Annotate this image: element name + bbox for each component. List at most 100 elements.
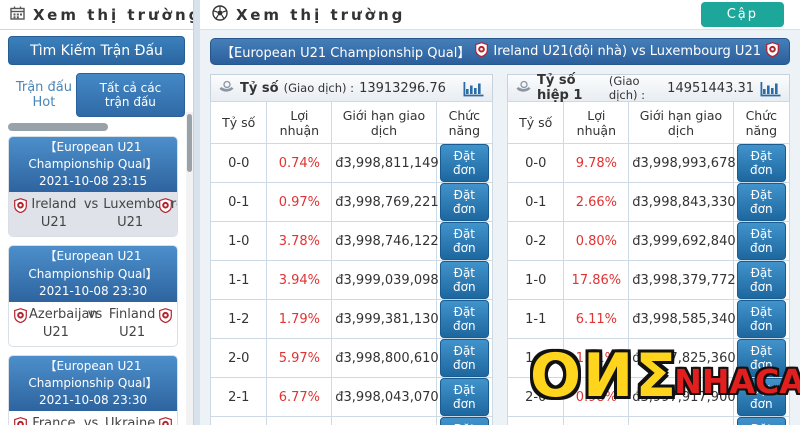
fulltime-odds-table: Tỷ số Lợi nhuận Giới hạn giao dịch Chức … <box>210 101 494 425</box>
match-card-teams: Ireland U21 vs Luxembourg U21 <box>9 192 179 237</box>
table-row: 1-2 1.21% đ3,997,825,360 Đặt đơn <box>507 338 791 378</box>
score-cell: 1-2 <box>507 338 565 378</box>
limit-cell: đ3,998,811,149 <box>331 143 439 183</box>
profit-cell: 3.94% <box>266 260 333 300</box>
table-row: 2-0 5.97% đ3,998,800,610 Đặt đơn <box>210 338 494 378</box>
limit-cell: đ3,997,825,360 <box>628 338 736 378</box>
table-row: 0-1 0.97% đ3,998,769,221 Đặt đơn <box>210 182 494 222</box>
place-order-button[interactable]: Đặt đơn <box>439 339 490 377</box>
action-cell: Đặt đơn <box>732 338 791 378</box>
place-order-button[interactable]: Đặt đơn <box>439 378 490 416</box>
table-row: 1-0 17.86% đ3,998,379,772 Đặt đơn <box>507 260 791 300</box>
limit-cell: đ3,998,388,340 <box>628 416 734 425</box>
match-list-item-france-ukraine[interactable]: 【European U21 Championship Qual】 2021-10… <box>8 354 179 425</box>
table-header-row: Tỷ số Lợi nhuận Giới hạn giao dịch Chức … <box>507 101 791 144</box>
place-order-button[interactable]: Đặt đơn <box>439 417 490 425</box>
vs-label: vs <box>83 197 99 213</box>
table-row: 0-0 0.74% đ3,998,811,149 Đặt đơn <box>210 143 494 183</box>
place-order-button[interactable]: Đặt đơn <box>439 183 490 221</box>
place-order-button[interactable]: Đặt đơn <box>439 222 490 260</box>
trade-volume: 13913296.76 <box>359 80 446 96</box>
profit-cell: 6.11% <box>563 299 630 339</box>
match-time: 2021-10-08 23:30 <box>38 283 148 298</box>
soccer-ball-icon <box>212 4 228 25</box>
bar-chart-icon[interactable] <box>759 80 782 97</box>
table-row: 1-0 3.78% đ3,998,746,122 Đặt đơn <box>210 221 494 261</box>
main-title: Xem thị trường <box>236 5 406 24</box>
col-header-profit: Lợi nhuận <box>266 101 333 144</box>
vertical-scrollbar[interactable] <box>186 112 194 425</box>
col-header-score: Tỷ số <box>507 101 565 144</box>
action-cell: Đặt đơn <box>732 182 791 222</box>
score-cell: 1-1 <box>507 299 565 339</box>
table-row: 2-0 0.98% đ3,997,917,900 Đặt đơn <box>507 377 791 417</box>
match-card-header: 【European U21 Championship Qual】 2021-10… <box>9 355 178 412</box>
place-order-button[interactable]: Đặt đơn <box>736 144 787 182</box>
shield-icon <box>159 307 172 329</box>
place-order-button[interactable]: Đặt đơn <box>439 261 490 299</box>
score-cell: 1-0 <box>210 221 268 261</box>
table-row: 1-1 6.11% đ3,998,585,340 Đặt đơn <box>507 299 791 339</box>
table-row: 2-1 6.77% đ3,998,043,070 Đặt đơn <box>210 377 494 417</box>
search-match-button[interactable]: Tìm Kiếm Trận Đấu <box>8 36 186 65</box>
score-cell: 1-2 <box>210 299 268 339</box>
update-button[interactable]: Cập <box>700 2 784 27</box>
bar-chart-icon[interactable] <box>462 80 485 97</box>
league-name: 【European U21 Championship Qual】 <box>28 358 158 390</box>
away-team: Finland U21 <box>108 306 156 340</box>
place-order-button[interactable]: Đặt đơn <box>736 222 787 260</box>
place-order-button[interactable]: Đặt đơn <box>439 144 490 182</box>
shield-icon <box>766 42 779 61</box>
profit-cell: 9.78% <box>563 143 630 183</box>
trade-volume: 14951443.31 <box>667 80 755 96</box>
col-header-score: Tỷ số <box>210 101 268 144</box>
match-list-item-ireland-luxembourg[interactable]: 【European U21 Championship Qual】 2021-10… <box>8 136 179 238</box>
table-row: 0-2 0.80% đ3,999,692,840 Đặt đơn <box>507 221 791 261</box>
table-row: 1-1 3.94% đ3,999,039,098 Đặt đơn <box>210 260 494 300</box>
shield-icon <box>14 198 27 219</box>
place-order-button[interactable]: Đặt đơn <box>736 183 787 221</box>
action-cell: Đặt đơn <box>435 260 494 300</box>
place-order-button[interactable]: Đặt đơn <box>736 417 787 425</box>
panel-name: Tỷ số hiệp 1 <box>537 73 583 103</box>
action-cell: Đặt đơn <box>732 416 791 425</box>
horizontal-scrollbar[interactable] <box>8 123 185 131</box>
home-team: Ireland U21 <box>31 197 77 231</box>
profit-cell: 1.21% <box>563 338 630 378</box>
hand-coins-icon <box>218 79 235 98</box>
score-cell: 0-0 <box>210 143 268 183</box>
place-order-button[interactable]: Đặt đơn <box>736 339 787 377</box>
match-list-item-azerbaijan-finland[interactable]: 【European U21 Championship Qual】 2021-10… <box>8 245 179 347</box>
profit-cell: 6.77% <box>266 377 333 417</box>
place-order-button[interactable]: Đặt đơn <box>439 300 490 338</box>
shield-icon <box>159 198 172 219</box>
score-cell: 2-0 <box>507 377 565 417</box>
match-tabs: Trận đấu Hot Tất cả các trận đấu <box>8 73 186 117</box>
limit-cell: đ3,997,917,900 <box>628 377 736 417</box>
score-cell: 0-1 <box>507 182 565 222</box>
away-team: Luxembourg U21 <box>103 197 179 231</box>
action-cell: Đặt đơn <box>435 299 494 339</box>
score-cell: 0-1 <box>210 182 268 222</box>
panel-subtitle: (Giao dịch) : <box>608 74 646 102</box>
horizontal-scrollbar-thumb[interactable] <box>8 123 108 131</box>
match-time: 2021-10-08 23:30 <box>38 393 148 407</box>
limit-cell: đ3,998,043,070 <box>331 377 439 417</box>
place-order-button[interactable]: Đặt đơn <box>736 300 787 338</box>
limit-cell: đ3,999,381,130 <box>331 299 439 339</box>
action-cell: Đặt đơn <box>435 416 494 425</box>
action-cell: Đặt đơn <box>732 143 791 183</box>
action-cell: Đặt đơn <box>435 221 494 261</box>
col-header-action: Chức năng <box>435 101 494 144</box>
place-order-button[interactable]: Đặt đơn <box>736 261 787 299</box>
col-header-limit: Giới hạn giao dịch <box>331 101 437 144</box>
place-order-button[interactable]: Đặt đơn <box>736 378 787 416</box>
home-team: France U21 <box>32 416 76 425</box>
main-panel: Xem thị trường Cập 【European U21 Champio… <box>200 0 800 425</box>
vertical-scrollbar-thumb[interactable] <box>187 114 193 172</box>
score-cell: 0-0 <box>507 143 565 183</box>
table-row: 2-1 4.85% đ3,998,388,340 Đặt đơn <box>507 416 791 425</box>
tab-hot-matches[interactable]: Trận đấu Hot <box>8 80 76 110</box>
profit-cell: 2.66% <box>563 182 630 222</box>
tab-all-matches[interactable]: Tất cả các trận đấu <box>75 73 186 117</box>
